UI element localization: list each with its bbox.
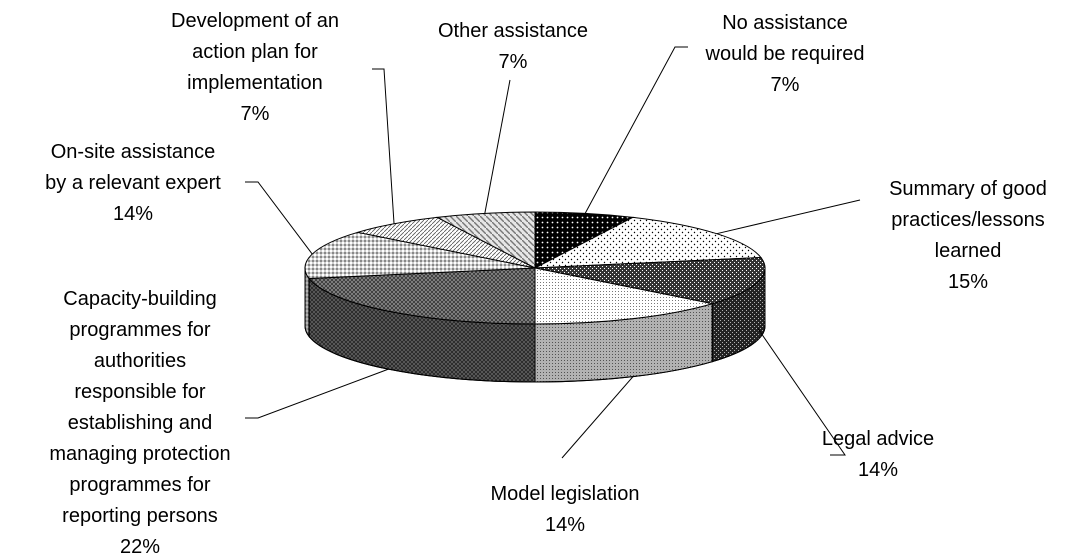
value-label: 7% [498,51,528,73]
slice [435,211,536,269]
slice-label: Other assistance 7% [438,16,588,78]
value-label: 14% [857,459,899,481]
slice [357,216,536,269]
slice-label: Capacity-building programmes for authori… [49,284,230,556]
category-label: Capacity-building programmes for authori… [49,288,231,527]
slice [534,256,766,305]
leader-line [584,46,688,214]
leader-line [561,376,634,459]
slice-label: Model legislation 14% [491,479,640,541]
leader-line [484,79,511,214]
leader-line [245,181,313,255]
value-label: 22% [119,536,161,556]
slice-label: Legal advice 14% [822,424,934,486]
slice-label: No assistance would be required 7% [706,8,865,101]
category-label: No assistance would be required [705,12,865,65]
slice-label: Summary of good practices/lessons learne… [889,174,1047,298]
value-label: 14% [112,203,154,225]
slice [308,267,536,325]
slice [534,216,762,269]
slice-label: Development of an action plan for implem… [171,6,339,130]
value-label: 7% [240,103,270,125]
category-label: Model legislation [490,483,640,505]
value-label: 14% [544,514,586,536]
category-label: Summary of good practices/lessons learne… [889,178,1047,262]
category-label: On-site assistance by a relevant expert [45,141,221,194]
value-label: 7% [770,74,800,96]
leader-line [757,328,846,456]
category-label: Other assistance [437,20,589,42]
leader-line [716,199,861,235]
category-label: Development of an action plan for implem… [171,10,339,94]
leader-line [245,368,389,419]
slice [534,267,713,325]
category-label: Legal advice [821,428,935,450]
slice [534,211,635,269]
slice [304,231,536,280]
slice-label: On-site assistance by a relevant expert 1… [45,137,221,230]
leader-line [372,68,395,224]
value-label: 15% [947,271,989,293]
